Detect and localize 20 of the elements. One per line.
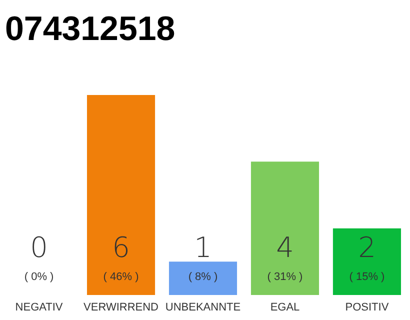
x-tick-label: EGAL xyxy=(270,302,300,314)
annotation: ( 31% ) xyxy=(267,271,303,283)
chart-title: 074312518 xyxy=(5,10,176,48)
annotation: ( 0% ) xyxy=(24,271,54,283)
x-tick-label: POSITIV xyxy=(345,302,390,314)
bar xyxy=(332,228,401,295)
bar xyxy=(86,95,156,295)
data-label: 4 xyxy=(276,231,294,264)
x-tick-label: VERWIRREND xyxy=(84,302,159,314)
data-label: 2 xyxy=(358,231,376,264)
x-tick-label: UNBEKANNTE xyxy=(165,302,241,314)
bar xyxy=(250,162,320,295)
annotation: ( 15% ) xyxy=(349,271,385,283)
data-label: 1 xyxy=(194,231,212,264)
annotation: ( 8% ) xyxy=(188,271,218,283)
annotation: ( 46% ) xyxy=(103,271,139,283)
x-tick-label: NEGATIV xyxy=(15,302,64,314)
data-label: 0 xyxy=(30,231,48,264)
bar xyxy=(168,262,238,295)
data-label: 6 xyxy=(112,231,130,264)
